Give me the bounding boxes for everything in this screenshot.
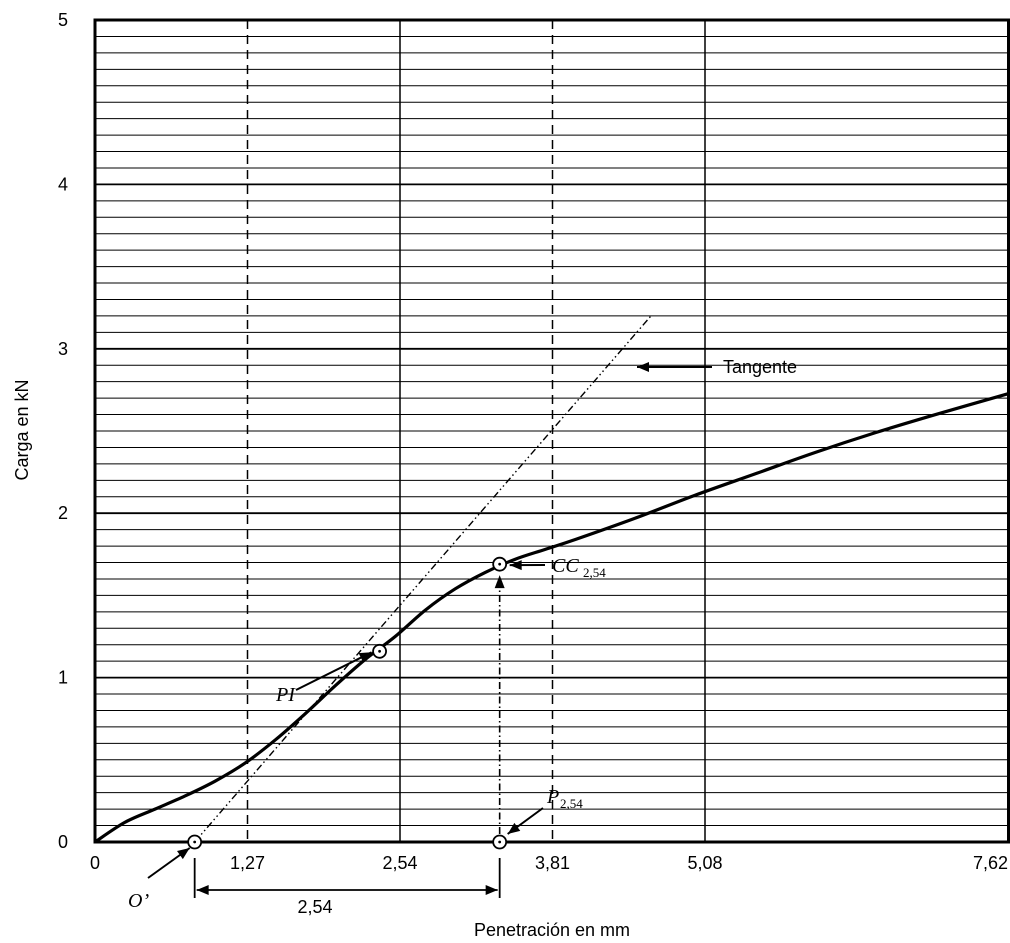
o-prime-dot xyxy=(193,840,197,844)
pi-arrow-head xyxy=(358,652,372,663)
x-axis-title: Penetración en mm xyxy=(474,920,630,940)
cc-label: CC xyxy=(552,555,579,577)
projection-arrowhead xyxy=(494,575,505,589)
y-tick-label: 5 xyxy=(58,10,68,30)
pi-dot xyxy=(378,649,381,653)
tick-labels: 0 1,27 2,54 3,81 5,08 7,62 0 1 2 3 4 5 xyxy=(58,10,1008,873)
p-arrow-head xyxy=(507,822,521,834)
p-dot xyxy=(498,840,502,844)
y-axis-title: Carga en kN xyxy=(12,379,32,480)
cc-dot xyxy=(498,562,502,566)
dimension-label: 2,54 xyxy=(297,897,332,917)
o-prime-arrow-head xyxy=(177,848,190,860)
pi-arrow-shaft xyxy=(295,651,373,691)
cc-subscript: 2,54 xyxy=(583,565,606,580)
plot-frame xyxy=(93,18,1010,844)
x-tick-label: 0 xyxy=(90,853,100,873)
pi-label: PI xyxy=(275,684,296,706)
dimension-arrow-left xyxy=(196,885,209,895)
p-label: P xyxy=(546,786,559,808)
plot-area xyxy=(94,315,1010,844)
x-tick-label: 7,62 xyxy=(973,853,1008,873)
x-tick-label: 3,81 xyxy=(535,853,570,873)
x-tick-label: 5,08 xyxy=(687,853,722,873)
cc-arrow-head xyxy=(509,560,522,571)
tangent-label: Tangente xyxy=(723,357,797,377)
tangent-line xyxy=(194,315,652,843)
x-tick-label: 2,54 xyxy=(382,853,417,873)
y-tick-label: 2 xyxy=(58,503,68,523)
tangent-arrow-head xyxy=(637,362,649,372)
y-tick-label: 3 xyxy=(58,339,68,359)
y-tick-label: 4 xyxy=(58,174,68,194)
y-tick-label: 0 xyxy=(58,832,68,852)
y-tick-label: 1 xyxy=(58,668,68,688)
load-penetration-curve xyxy=(94,391,1010,844)
o-prime-label: O’ xyxy=(128,890,149,912)
x-tick-label: 1,27 xyxy=(230,853,265,873)
p-subscript: 2,54 xyxy=(560,796,583,811)
dimension-arrow-right xyxy=(485,885,498,895)
grid xyxy=(93,18,1010,844)
